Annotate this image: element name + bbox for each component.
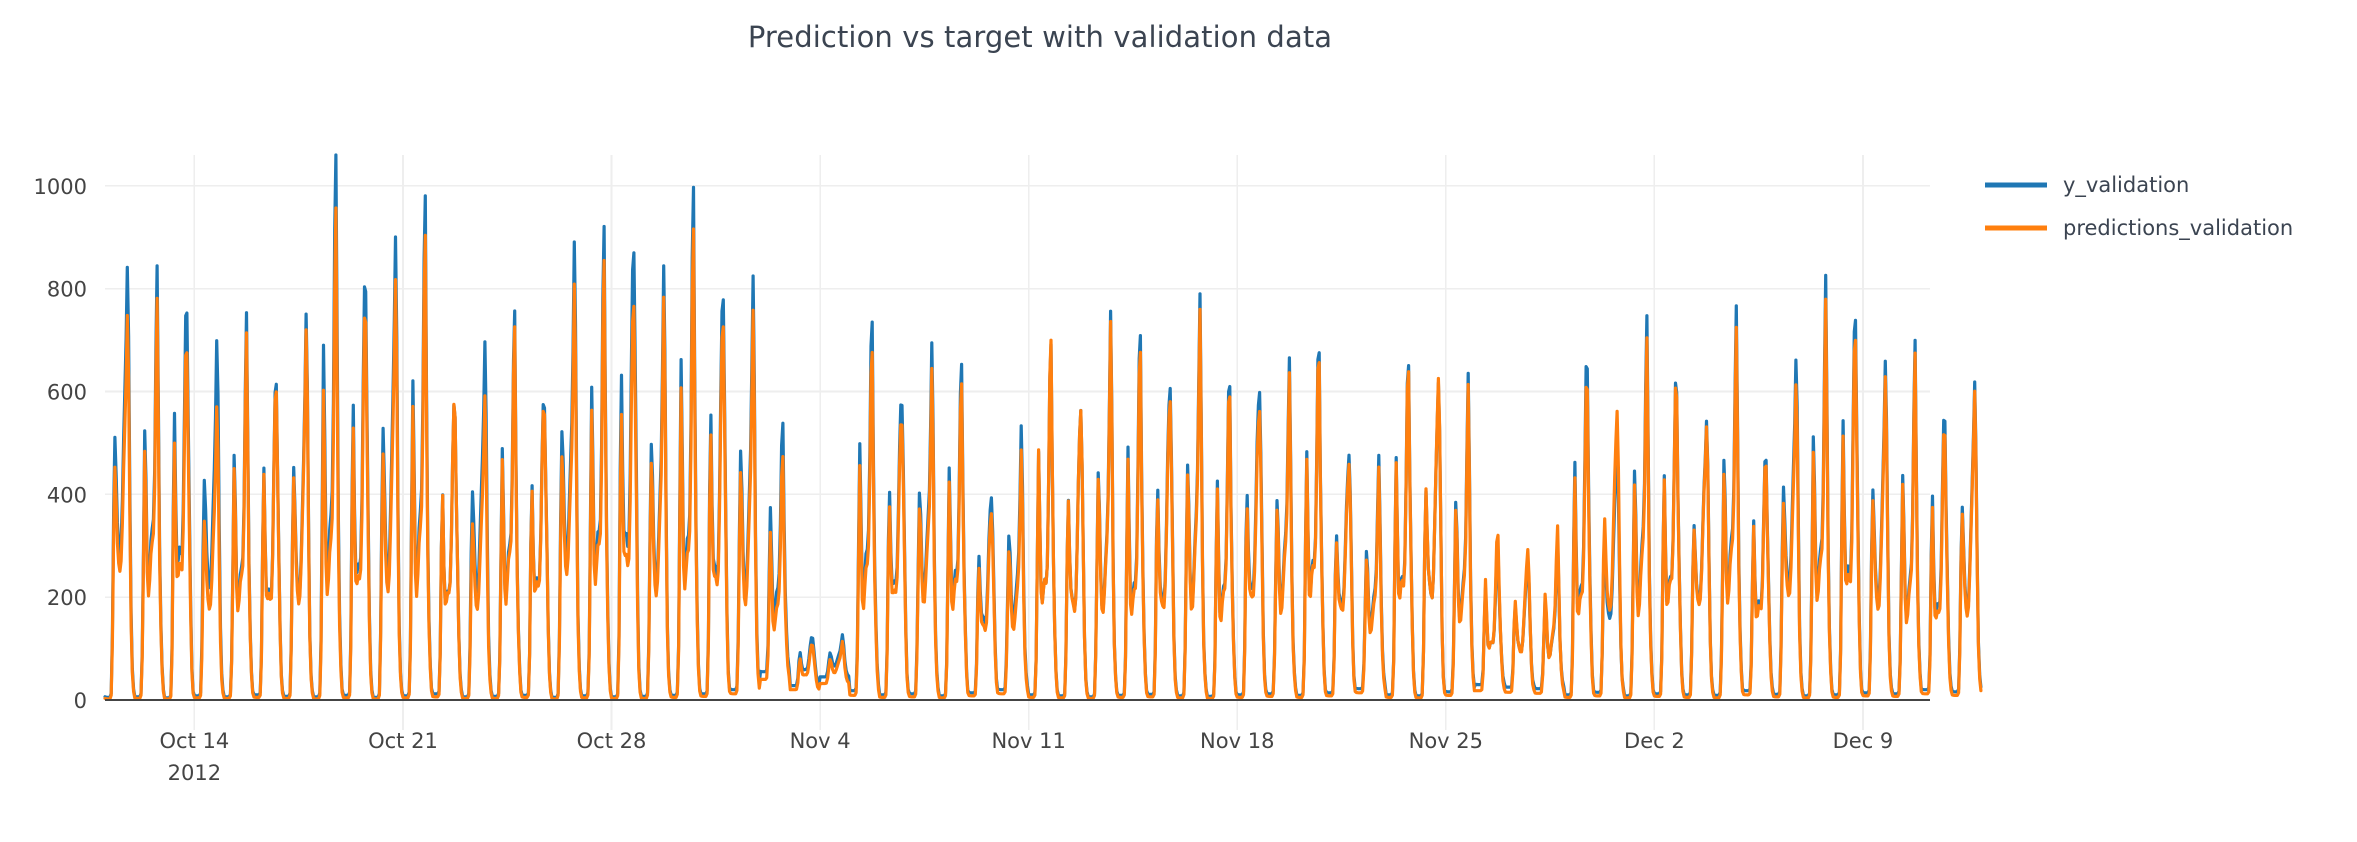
series-line-predictions_validation (103, 206, 1983, 701)
x-tick-label: Oct 28 (577, 729, 647, 753)
x-tick-label: Dec 9 (1833, 729, 1894, 753)
x-tick-label: Nov 11 (991, 729, 1065, 753)
y-tick-label: 0 (74, 689, 87, 713)
x-tick-year-label: 2012 (168, 761, 221, 785)
y-tick-label: 400 (47, 483, 87, 507)
legend-label-predictions_validation[interactable]: predictions_validation (2063, 216, 2293, 241)
x-tick-label: Oct 21 (368, 729, 438, 753)
y-tick-label: 800 (47, 278, 87, 302)
y-tick-label: 1000 (34, 175, 87, 199)
x-tick-label: Oct 14 (160, 729, 230, 753)
x-tick-label: Dec 2 (1624, 729, 1685, 753)
series-line-y_validation (103, 153, 1983, 700)
y-axis-ticks: 0 200 400 600 800 1000 (34, 175, 87, 713)
legend[interactable]: y_validation predictions_validation (1985, 173, 2293, 241)
y-tick-label: 600 (47, 381, 87, 405)
x-tick-label: Nov 18 (1200, 729, 1274, 753)
y-tick-label: 200 (47, 586, 87, 610)
x-tick-label: Nov 4 (790, 729, 851, 753)
gridlines (105, 155, 1930, 730)
x-tick-label: Nov 25 (1409, 729, 1483, 753)
series-lines (103, 153, 1983, 701)
page-title: Prediction vs target with validation dat… (747, 20, 1333, 54)
legend-label-y_validation[interactable]: y_validation (2063, 173, 2189, 198)
x-axis-ticks: Oct 14 2012 Oct 21 Oct 28 Nov 4 Nov 11 Nov 18 N… (160, 729, 1894, 785)
